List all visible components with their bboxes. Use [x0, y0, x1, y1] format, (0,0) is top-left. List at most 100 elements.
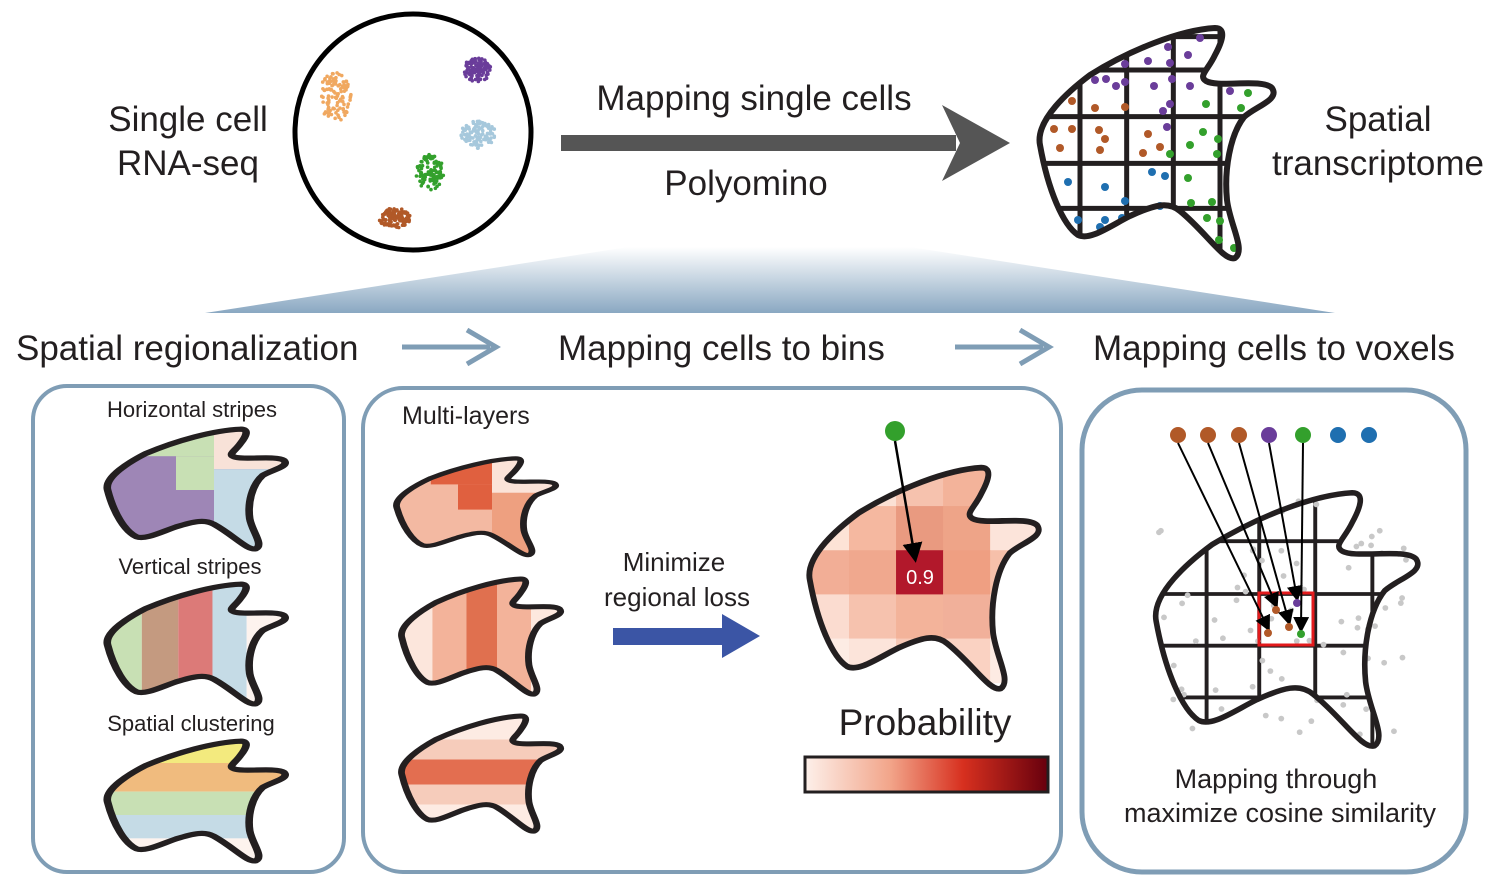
minimize-arrow [613, 614, 760, 658]
umap-point [473, 133, 478, 138]
spot-dot [1213, 150, 1221, 158]
horizontal-stripes-label: Horizontal stripes [107, 397, 277, 422]
vertical-stripes-label: Vertical stripes [118, 554, 261, 579]
umap-point [388, 217, 392, 221]
umap-point [473, 141, 478, 146]
umap-point [480, 132, 485, 136]
voxel-spot [1189, 725, 1196, 732]
voxel-spot [1391, 728, 1397, 735]
voxel-spot [1170, 696, 1177, 703]
spot-dot [1112, 82, 1120, 90]
umap-point [333, 80, 338, 84]
umap-point [348, 98, 352, 102]
cell-dot-purple [1261, 427, 1277, 443]
umap-point [342, 102, 346, 107]
layer-blob-3 [395, 712, 572, 840]
colorbar-title: Probability [839, 702, 1012, 743]
minimize-label-line2: regional loss [604, 582, 750, 612]
spot-dot [1156, 143, 1164, 151]
umap-point [478, 77, 483, 81]
spot-dot [1102, 75, 1110, 83]
umap-point [418, 174, 422, 179]
umap-point [337, 115, 341, 120]
umap-point [479, 139, 483, 144]
voxel-spot [1355, 615, 1362, 621]
umap-point [486, 72, 490, 76]
zoom-fan [205, 247, 1335, 313]
umap-point [403, 210, 408, 215]
umap-point [476, 125, 481, 130]
mapped-cell-dot [1272, 606, 1280, 614]
step-arrow-2 [955, 327, 1054, 367]
umap-point [388, 222, 393, 227]
spot-dot [1121, 60, 1129, 68]
umap-point [429, 187, 433, 192]
umap-point [407, 219, 411, 224]
spot-dot [1186, 82, 1194, 90]
spot-dot [1199, 128, 1207, 136]
umap-point [492, 127, 497, 131]
umap-point [335, 103, 339, 108]
spot-dot [1068, 125, 1076, 133]
voxel-spot [1278, 675, 1285, 682]
mapping-arrow [1207, 442, 1279, 609]
step-mapping-cells-to-voxels: Mapping cells to voxels [1093, 329, 1455, 368]
umap-point [419, 170, 424, 175]
umap-point [329, 87, 334, 92]
voxel-spot [1368, 533, 1375, 540]
probability-value: 0.9 [906, 567, 934, 589]
umap-point [330, 71, 335, 76]
umap-point [338, 82, 342, 87]
voxel-spot [1218, 706, 1225, 712]
voxel-spot [1156, 529, 1162, 536]
voxel-spot [1288, 607, 1295, 614]
voxel-spot [1368, 542, 1374, 549]
umap-point [463, 128, 467, 133]
umap-point [475, 146, 480, 150]
umap-point [477, 70, 482, 74]
spot-dot [1186, 141, 1194, 149]
umap-point [331, 106, 335, 111]
spot-dot [1208, 198, 1216, 206]
umap-point [326, 114, 331, 118]
mapping-arrow [1238, 442, 1294, 626]
umap-point [322, 88, 327, 93]
umap-point [437, 182, 442, 187]
umap-point [471, 129, 475, 133]
umap-point [425, 165, 430, 169]
umap-point [322, 112, 327, 116]
umap-point [420, 163, 425, 168]
umap-point [485, 135, 489, 140]
umap-point [432, 154, 437, 159]
step-mapping-cells-to-bins: Mapping cells to bins [558, 329, 885, 368]
umap-point [325, 111, 330, 115]
spot-dot [1101, 135, 1109, 143]
single-cell-row [1170, 427, 1377, 443]
umap-point [380, 212, 385, 217]
spot-dot [1214, 135, 1222, 143]
layer-blob-2 [395, 575, 572, 705]
umap-point [341, 80, 346, 84]
umap-point [476, 56, 481, 61]
voxel-spot [1353, 543, 1360, 550]
umap-point [469, 142, 473, 147]
cell-dot-green [1295, 427, 1311, 443]
spatial-label-line2: transcriptome [1272, 144, 1484, 183]
voxel-spot [1178, 686, 1185, 693]
spot-dot [1237, 104, 1245, 112]
umap-point [330, 83, 334, 88]
voxel-spot [1212, 687, 1219, 693]
voxel-spot [1220, 635, 1226, 642]
umap-circle [292, 11, 534, 253]
umap-point [489, 136, 493, 140]
umap-point [439, 161, 444, 166]
umap-point [417, 168, 421, 173]
voxel-spot [1170, 662, 1177, 669]
umap-point [392, 207, 396, 211]
spot-dot [1244, 89, 1252, 97]
step-arrow-1 [402, 327, 501, 367]
umap-point [470, 68, 474, 72]
spot-dot [1159, 107, 1167, 115]
umap-point [483, 123, 488, 127]
umap-point [320, 80, 325, 84]
